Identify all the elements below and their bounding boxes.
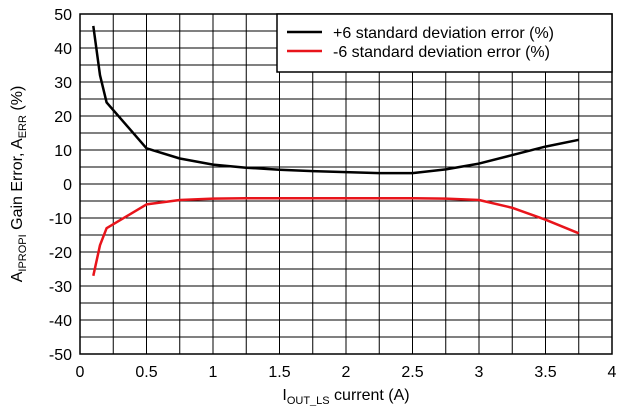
y-tick-label: 10 <box>54 143 72 160</box>
y-tick-label: 0 <box>63 177 72 194</box>
legend-box <box>276 13 613 73</box>
y-axis-title-subscript-2: ERR <box>17 115 29 138</box>
series-line-minus-6-sd <box>92 197 580 277</box>
x-tick-label: 3 <box>475 364 484 381</box>
x-tick-label: 3.5 <box>534 364 556 381</box>
y-axis-title-rest: (%) <box>9 86 26 115</box>
y-axis-title-main: A <box>9 271 26 282</box>
y-tick-label: -40 <box>49 313 72 330</box>
x-tick-label: 4 <box>608 364 617 381</box>
y-tick-label: 20 <box>54 109 72 126</box>
x-axis-title-rest: current (A) <box>330 387 410 404</box>
y-tick-label: 50 <box>54 7 72 24</box>
x-tick-label: 2.5 <box>401 364 423 381</box>
series-layer <box>92 25 580 277</box>
y-axis-title-subscript-1: IPROPI <box>17 234 29 271</box>
y-tick-label: 40 <box>54 41 72 58</box>
y-tick-label: -50 <box>49 347 72 364</box>
y-axis-title: AIPROPI Gain Error, AERR (%) <box>9 86 29 283</box>
legend-label-minus-6-sd: -6 standard deviation error (%) <box>333 44 550 61</box>
x-axis-title-main: I <box>282 387 286 404</box>
legend: +6 standard deviation error (%) -6 stand… <box>276 13 613 73</box>
x-axis-ticks: 0 0.5 1 1.5 2 2.5 3 3.5 4 <box>76 364 617 381</box>
x-axis-title-subscript: OUT_LS <box>287 395 330 406</box>
x-tick-label: 0.5 <box>135 364 157 381</box>
y-tick-label: -20 <box>49 245 72 262</box>
series-line-plus-6-sd <box>92 25 580 175</box>
x-axis-title: IOUT_LS current (A) <box>282 387 409 406</box>
y-axis-title-mid: Gain Error, A <box>9 138 26 234</box>
y-tick-label: -30 <box>49 279 72 296</box>
x-tick-label: 1.5 <box>268 364 290 381</box>
y-axis-ticks: -50 -40 -30 -20 -10 0 10 20 30 40 50 <box>49 7 72 364</box>
x-tick-label: 0 <box>76 364 85 381</box>
legend-label-plus-6-sd: +6 standard deviation error (%) <box>333 25 554 42</box>
y-tick-label: 30 <box>54 75 72 92</box>
x-tick-label: 1 <box>209 364 218 381</box>
y-tick-label: -10 <box>49 211 72 228</box>
x-tick-label: 2 <box>342 364 351 381</box>
